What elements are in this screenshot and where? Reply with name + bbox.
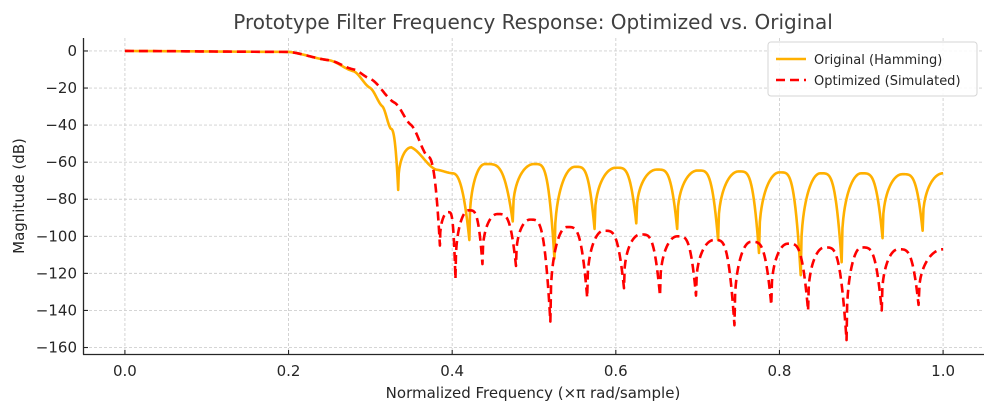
y-tick-label: −140 — [36, 301, 77, 319]
x-tick-label: 0.2 — [277, 362, 301, 380]
x-tick-label: 0.6 — [604, 362, 628, 380]
x-axis-label: Normalized Frequency (×π rad/sample) — [386, 384, 681, 402]
legend: Original (Hamming) Optimized (Simulated) — [767, 41, 978, 97]
y-ticks: 0 −20 −40 −60 −80 −100 −120 −140 −160 — [36, 42, 88, 357]
y-tick-label: −120 — [36, 264, 77, 282]
y-tick-label: −80 — [45, 190, 77, 208]
y-tick-label: −20 — [45, 79, 77, 97]
y-tick-label: −60 — [45, 153, 77, 171]
x-tick-label: 0.4 — [440, 362, 464, 380]
y-tick-label: −40 — [45, 116, 77, 134]
grid-lines — [84, 38, 984, 354]
y-tick-label: −160 — [36, 339, 77, 357]
series-line-optimized — [124, 49, 944, 342]
y-tick-label: 0 — [67, 42, 77, 60]
x-tick-label: 0.0 — [113, 362, 137, 380]
legend-frame — [767, 41, 978, 97]
series-line-original — [124, 49, 944, 277]
legend-label-original: Original (Hamming) — [814, 53, 942, 68]
series-layer — [124, 49, 944, 342]
x-tick-label: 1.0 — [931, 362, 955, 380]
y-axis-label: Magnitude (dB) — [10, 138, 28, 254]
chart-title: Prototype Filter Frequency Response: Opt… — [233, 10, 833, 34]
x-tick-label: 0.8 — [768, 362, 792, 380]
legend-label-optimized: Optimized (Simulated) — [814, 74, 961, 89]
x-ticks: 0.0 0.2 0.4 0.6 0.8 1.0 — [113, 350, 955, 380]
y-tick-label: −100 — [36, 227, 77, 245]
